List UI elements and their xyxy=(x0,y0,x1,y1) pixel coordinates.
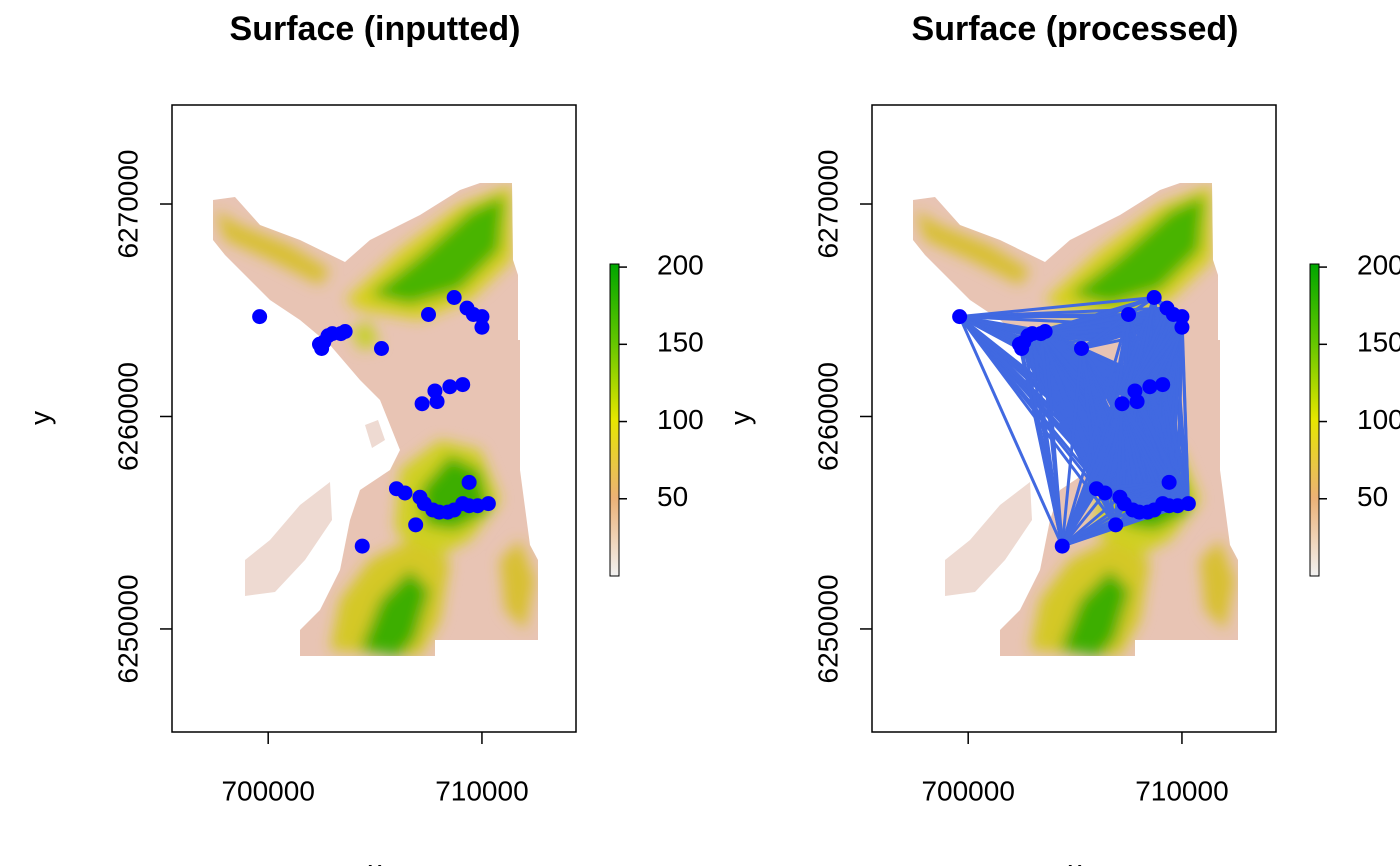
colorbar-tick-label: 50 xyxy=(1357,481,1388,512)
connection-line xyxy=(1039,333,1064,547)
connection-line xyxy=(1161,384,1190,504)
x-tick-label: 700000 xyxy=(221,775,314,806)
point xyxy=(1073,340,1089,356)
point xyxy=(952,309,968,325)
connection-line xyxy=(1180,327,1190,504)
point xyxy=(480,496,496,512)
panel: Surface (inputted) 700000 710000 6250000 626… xyxy=(24,10,703,866)
colorbar-tick-label: 200 xyxy=(657,249,704,280)
y-tick-label: 6260000 xyxy=(812,362,843,471)
connection-line xyxy=(1061,523,1117,548)
point xyxy=(333,326,349,342)
colorbar-tick-label: 50 xyxy=(657,481,688,512)
connection-line xyxy=(1120,402,1190,505)
point xyxy=(252,309,268,325)
surface-raster xyxy=(213,183,538,656)
point xyxy=(354,538,370,554)
point xyxy=(442,379,458,395)
connection-line xyxy=(959,296,1155,319)
x-axis-label: x xyxy=(368,854,382,866)
point xyxy=(429,394,445,410)
connection-line xyxy=(1060,403,1124,547)
point xyxy=(414,396,430,412)
y-tick-label: 6270000 xyxy=(112,150,143,259)
y-tick-label: 6260000 xyxy=(112,362,143,471)
point xyxy=(397,485,413,501)
point xyxy=(1033,326,1049,342)
point xyxy=(1097,485,1113,501)
y-tick-label: 6250000 xyxy=(812,574,843,683)
y-axis-label: y xyxy=(24,411,55,425)
point xyxy=(1142,379,1158,395)
x-tick-label: 710000 xyxy=(1135,775,1228,806)
point xyxy=(1174,319,1190,335)
connection-line xyxy=(1060,296,1156,547)
connection-line xyxy=(1061,492,1107,548)
point xyxy=(1114,396,1130,412)
connection-line xyxy=(1135,400,1190,505)
point xyxy=(461,474,477,490)
point xyxy=(421,306,437,322)
point xyxy=(1146,289,1162,305)
connection-line xyxy=(1060,348,1083,547)
point xyxy=(373,340,389,356)
y-axis-label: y xyxy=(724,411,755,425)
point xyxy=(1121,306,1137,322)
plot-frame xyxy=(871,104,1277,733)
colorbar xyxy=(609,263,620,577)
connection-line xyxy=(1148,386,1190,505)
plot-frame xyxy=(171,104,577,733)
y-tick-label: 6250000 xyxy=(112,574,143,683)
connection-line xyxy=(958,316,1064,547)
connection-line xyxy=(1061,502,1126,548)
colorbar-tick-label: 150 xyxy=(1357,327,1400,358)
point xyxy=(474,309,490,325)
point xyxy=(1174,309,1190,325)
colorbar-tick-label: 150 xyxy=(657,327,704,358)
point xyxy=(408,517,424,533)
point xyxy=(446,289,462,305)
point xyxy=(474,319,490,335)
chart-title: Surface (processed) xyxy=(912,10,1239,48)
connection-line xyxy=(1060,314,1130,547)
connection-line xyxy=(1040,296,1155,336)
point xyxy=(1180,496,1196,512)
point xyxy=(1161,474,1177,490)
y-tick-label: 6270000 xyxy=(812,150,843,259)
connection-line xyxy=(1060,487,1098,547)
point xyxy=(1108,517,1124,533)
point xyxy=(1155,377,1171,393)
point xyxy=(1129,394,1145,410)
panel: Surface (processed) 700000 710000 6250000 62… xyxy=(724,10,1400,866)
colorbar-tick-label: 100 xyxy=(657,404,704,435)
connection-line xyxy=(1103,403,1124,494)
point xyxy=(1054,538,1070,554)
connection-line xyxy=(1095,403,1124,490)
point xyxy=(455,377,471,393)
x-tick-label: 700000 xyxy=(921,775,1014,806)
connection-line xyxy=(1114,403,1124,525)
x-tick-label: 710000 xyxy=(435,775,528,806)
colorbar-tick-label: 200 xyxy=(1357,249,1400,280)
chart-title: Surface (inputted) xyxy=(230,10,521,48)
x-axis-label: x xyxy=(1068,854,1082,866)
colorbar xyxy=(1309,263,1320,577)
colorbar-tick-label: 100 xyxy=(1357,404,1400,435)
